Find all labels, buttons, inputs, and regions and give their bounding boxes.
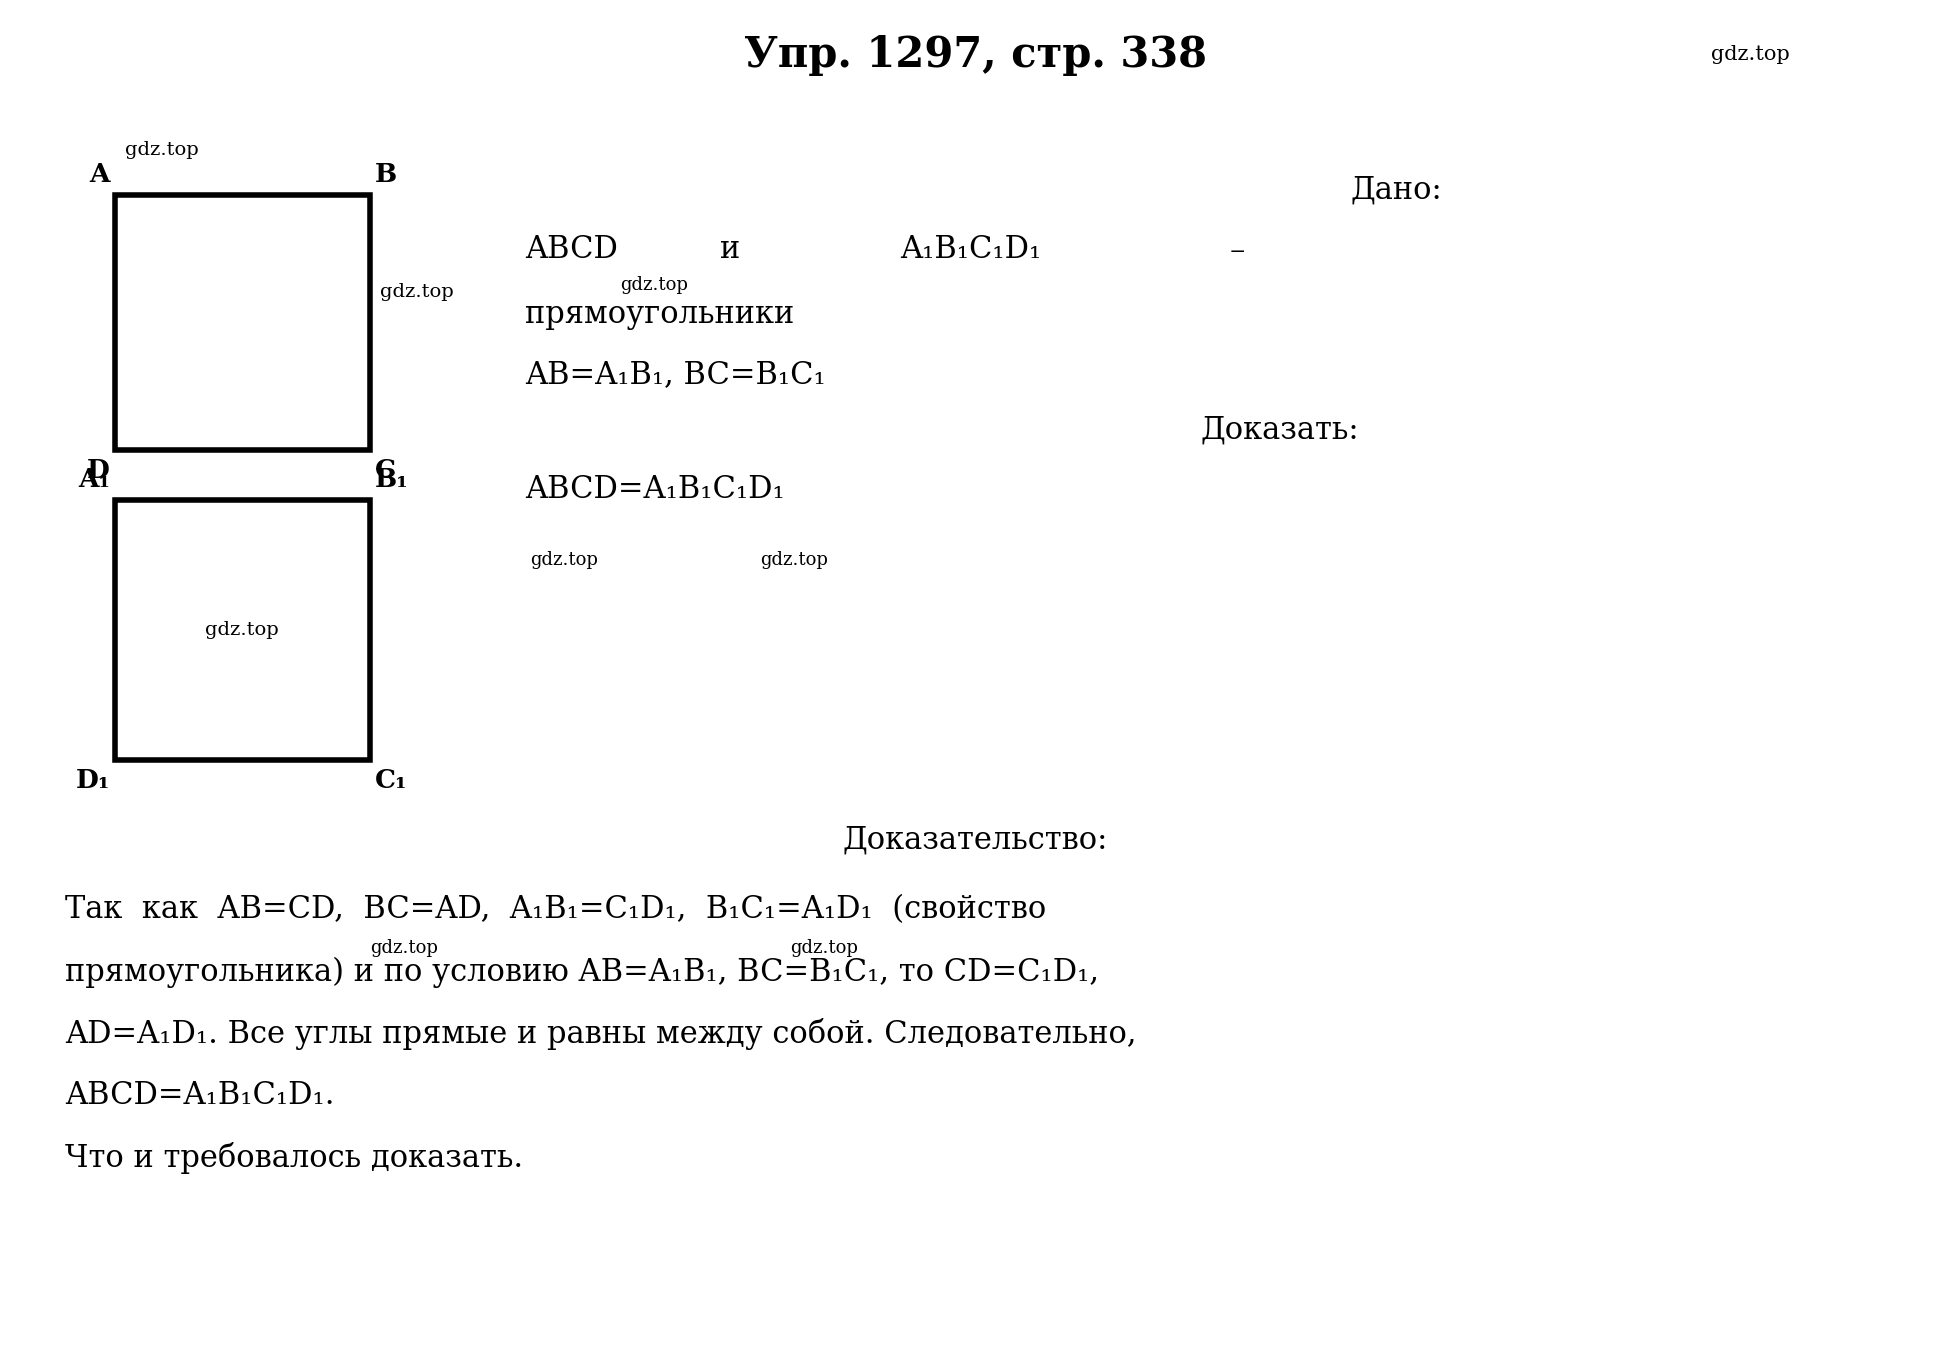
Text: прямоугольники: прямоугольники [525,300,794,331]
Text: AD=A₁D₁. Все углы прямые и равны между собой. Следовательно,: AD=A₁D₁. Все углы прямые и равны между с… [64,1018,1137,1051]
Bar [115,499,370,761]
Text: ABCD: ABCD [525,234,618,265]
Text: gdz.top: gdz.top [370,938,439,958]
Text: Дано:: Дано: [1349,175,1441,205]
Text: gdz.top: gdz.top [790,938,858,958]
Text: AB=A₁B₁, BC=B₁C₁: AB=A₁B₁, BC=B₁C₁ [525,360,825,390]
Text: ABCD=A₁B₁C₁D₁.: ABCD=A₁B₁C₁D₁. [64,1081,335,1111]
Text: gdz.top: gdz.top [125,141,199,159]
Text: прямоугольника) и по условию AB=A₁B₁, BC=B₁C₁, то CD=C₁D₁,: прямоугольника) и по условию AB=A₁B₁, BC… [64,956,1100,988]
Text: gdz.top: gdz.top [205,621,279,639]
Text: ABCD=A₁B₁C₁D₁: ABCD=A₁B₁C₁D₁ [525,475,784,506]
Text: C: C [374,458,396,483]
Text: Что и требовалось доказать.: Что и требовалось доказать. [64,1142,523,1174]
Text: A: A [90,161,109,187]
Text: gdz.top: gdz.top [380,283,454,301]
Text: Доказательство:: Доказательство: [842,825,1108,855]
Text: C₁: C₁ [374,767,408,793]
Text: gdz.top: gdz.top [760,551,829,569]
Text: gdz.top: gdz.top [620,276,688,294]
Bar [115,196,370,450]
Text: D: D [88,458,109,483]
Text: gdz.top: gdz.top [530,551,599,569]
Text: Доказать:: Доказать: [1199,415,1359,446]
Text: B₁: B₁ [374,466,410,492]
Text: gdz.top: gdz.top [1710,45,1790,64]
Text: B: B [374,161,398,187]
Text: A₁: A₁ [78,466,109,492]
Text: –: – [1230,234,1246,265]
Text: и: и [720,234,741,265]
Text: A₁B₁C₁D₁: A₁B₁C₁D₁ [901,234,1041,265]
Text: Упр. 1297, стр. 338: Упр. 1297, стр. 338 [743,34,1207,77]
Text: D₁: D₁ [76,767,109,793]
Text: Так  как  AB=CD,  BC=AD,  A₁B₁=C₁D₁,  B₁C₁=A₁D₁  (свойство: Так как AB=CD, BC=AD, A₁B₁=C₁D₁, B₁C₁=A₁… [64,895,1047,926]
